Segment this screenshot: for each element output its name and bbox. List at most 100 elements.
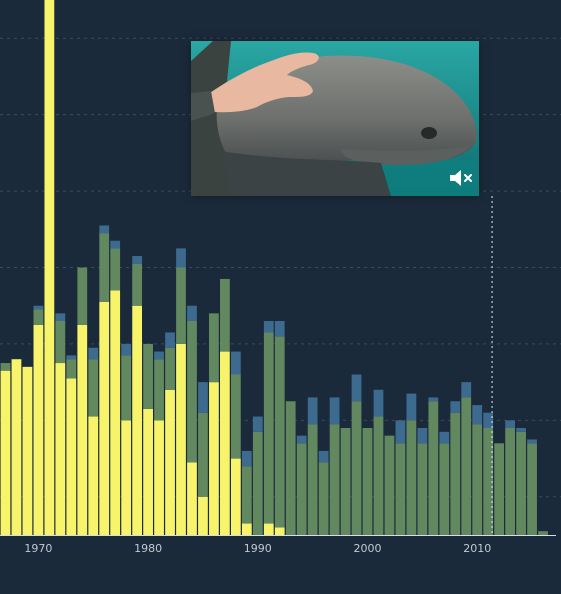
bar-segment	[263, 321, 274, 333]
bar-segment	[428, 401, 439, 535]
bar-segment	[263, 523, 274, 535]
bar-segment	[472, 424, 483, 535]
bar-segment	[241, 450, 252, 467]
bar-segment	[55, 363, 66, 535]
bar-segment	[505, 420, 515, 428]
bar-segment	[527, 439, 537, 444]
mute-button[interactable]	[447, 166, 475, 190]
bar-segment	[351, 374, 362, 402]
bar-segment	[241, 466, 252, 524]
bar-segment	[77, 324, 88, 535]
bar-segment	[483, 428, 494, 535]
bar-segment	[362, 428, 373, 535]
bar-segment	[187, 305, 197, 321]
bar-segment	[88, 416, 99, 535]
bar-segment	[230, 351, 241, 375]
bar-segment	[428, 397, 439, 402]
bar-segment	[132, 256, 143, 264]
bar-segment	[461, 382, 472, 398]
bar-segment	[209, 382, 219, 535]
bar-segment	[66, 359, 77, 379]
bar-segment	[132, 263, 143, 306]
x-tick-label: 2000	[354, 542, 382, 555]
bar-segment	[0, 370, 11, 535]
bar-segment	[77, 267, 88, 325]
bar-segment	[285, 401, 296, 535]
bar-segment	[198, 412, 208, 497]
bar-segment	[110, 290, 121, 535]
bar-segment	[154, 351, 164, 360]
bar-segment	[505, 428, 515, 535]
bar-segment	[99, 233, 110, 302]
bar-segment	[165, 332, 175, 348]
bar-segment	[198, 382, 208, 413]
bar-segment	[11, 359, 22, 535]
bar-segment	[450, 401, 461, 413]
bar-segment	[154, 359, 164, 421]
bar-segment	[44, 0, 55, 535]
bar-segment	[143, 343, 153, 409]
bar-segment	[88, 359, 99, 417]
x-tick-label: 1980	[134, 542, 162, 555]
bar-segment	[461, 397, 472, 535]
bar-segment	[99, 225, 110, 234]
bar-segment	[33, 309, 44, 325]
bar-segment	[220, 278, 230, 352]
bar-segment	[351, 401, 362, 535]
bar-segment	[33, 305, 44, 310]
bar-segment	[406, 393, 417, 421]
bar-segment	[187, 462, 197, 535]
bar-segment	[450, 412, 461, 535]
bar-segment	[252, 431, 263, 535]
bar-segment	[230, 458, 241, 535]
bar-segment	[494, 443, 505, 535]
bar-segment	[121, 420, 132, 535]
bar-segment	[307, 397, 318, 425]
bar-segment	[516, 428, 526, 432]
bar-segment	[55, 313, 66, 321]
bar-segment	[274, 321, 285, 337]
bar-segment	[439, 431, 450, 444]
bar-segment	[230, 374, 241, 459]
bar-segment	[176, 267, 186, 344]
bar-segment	[274, 527, 285, 535]
bar-segment	[472, 405, 483, 425]
bar-segment	[417, 428, 428, 444]
bar-segment	[33, 324, 44, 535]
bar-segment	[110, 240, 121, 249]
bar-segment	[165, 389, 175, 535]
bar-segment	[516, 431, 526, 535]
bar-segment	[198, 496, 208, 535]
bar-segment	[154, 420, 164, 535]
bar-segment	[99, 301, 110, 535]
bar-segment	[373, 389, 384, 417]
bar-segment	[252, 416, 263, 432]
x-tick-label: 1990	[244, 542, 272, 555]
video-player[interactable]	[191, 41, 479, 196]
bar-segment	[66, 378, 77, 535]
bar-segment	[176, 248, 186, 268]
bar-segment	[439, 443, 450, 535]
x-tick-label: 1970	[24, 542, 52, 555]
bar-segment	[296, 443, 307, 535]
bar-segment	[417, 443, 428, 535]
bar-segment	[187, 321, 197, 463]
bar-segment	[121, 355, 132, 421]
bar-segment	[406, 420, 417, 535]
bar-segment	[263, 332, 274, 524]
bar-segment	[22, 366, 33, 535]
bar-segment	[132, 305, 143, 535]
bar-segment	[538, 531, 548, 535]
bar-segment	[318, 450, 329, 463]
bar-segment	[241, 523, 252, 535]
video-frame[interactable]	[191, 41, 479, 196]
bar-segment	[340, 428, 351, 535]
bar-segment	[527, 443, 537, 535]
bar-segment	[395, 420, 406, 444]
bar-segment	[296, 435, 307, 444]
bar-segment	[0, 363, 11, 371]
bar-segment	[55, 321, 66, 364]
bar-segment	[329, 397, 340, 425]
